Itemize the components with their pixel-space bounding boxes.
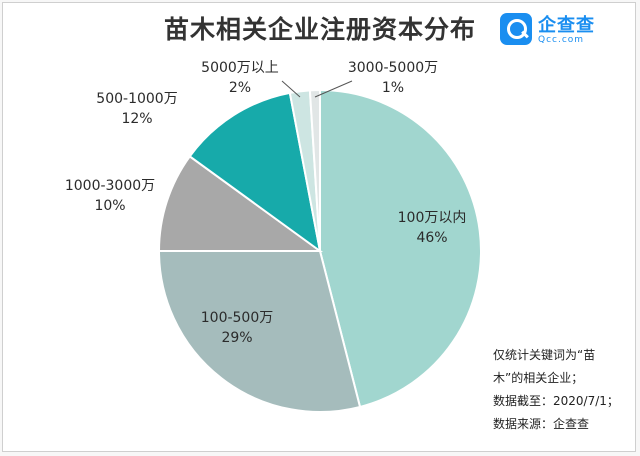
pie-slice <box>319 88 482 409</box>
footnote-line: 仅统计关键词为“苗 <box>493 348 596 362</box>
slice-value-label: 12% <box>121 111 152 127</box>
slice-label: 5000万以上 <box>201 60 279 76</box>
slice-label: 500-1000万 <box>96 91 177 107</box>
slice-value-label: 10% <box>94 198 125 214</box>
chart-title: 苗木相关企业注册资本分布 <box>163 15 476 44</box>
slice-label: 3000-5000万 <box>348 60 438 76</box>
logo-subtitle: Qcc.com <box>538 35 585 45</box>
magnifier-logo-icon <box>500 13 532 45</box>
slice-label: 100万以内 <box>398 210 467 226</box>
pie-slice <box>308 88 321 252</box>
slice-label: 100-500万 <box>201 310 274 326</box>
footnote-line: 数据来源：企查查 <box>493 417 590 431</box>
slice-value-label: 1% <box>382 80 404 96</box>
slice-value-label: 29% <box>221 330 252 346</box>
slice-value-label: 46% <box>416 230 447 246</box>
logo-name: 企查查 <box>538 15 595 36</box>
brand-logo: 企查查 Qcc.com <box>500 11 624 51</box>
pie-slice <box>188 91 322 254</box>
footnote-line: 数据截至：2020/7/1； <box>493 394 619 408</box>
footnote-line: 木”的相关企业； <box>493 371 584 385</box>
slice-value-label: 2% <box>229 80 251 96</box>
leader-line <box>314 80 353 98</box>
slice-label: 1000-3000万 <box>65 178 155 194</box>
footnote: 仅统计关键词为“苗 木”的相关企业； 数据截至：2020/7/1； 数据来源：企… <box>493 344 633 436</box>
pie-slice <box>157 154 324 252</box>
leader-line <box>281 80 301 98</box>
pie-slice <box>157 250 362 413</box>
